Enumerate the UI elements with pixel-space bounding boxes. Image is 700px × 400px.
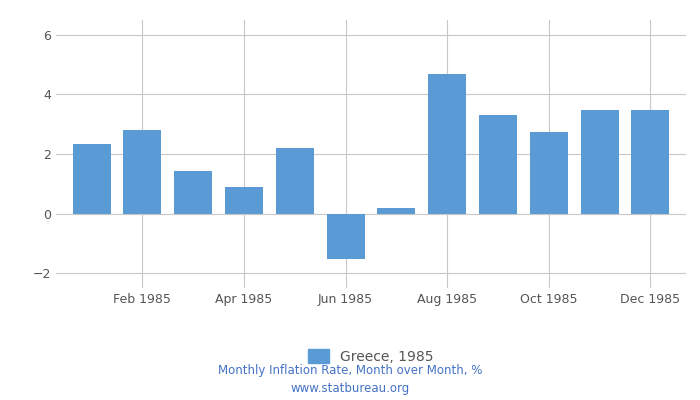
- Bar: [73, 144, 111, 214]
- Bar: [530, 132, 568, 214]
- Text: Monthly Inflation Rate, Month over Month, %: Monthly Inflation Rate, Month over Month…: [218, 364, 482, 377]
- Bar: [479, 115, 517, 214]
- Bar: [174, 171, 212, 214]
- Bar: [580, 110, 619, 214]
- Bar: [276, 148, 314, 214]
- Bar: [377, 208, 416, 214]
- Legend: Greece, 1985: Greece, 1985: [302, 343, 440, 369]
- Bar: [225, 187, 263, 214]
- Bar: [123, 130, 162, 214]
- Bar: [631, 110, 669, 214]
- Bar: [326, 214, 365, 259]
- Bar: [428, 74, 466, 214]
- Text: www.statbureau.org: www.statbureau.org: [290, 382, 410, 395]
